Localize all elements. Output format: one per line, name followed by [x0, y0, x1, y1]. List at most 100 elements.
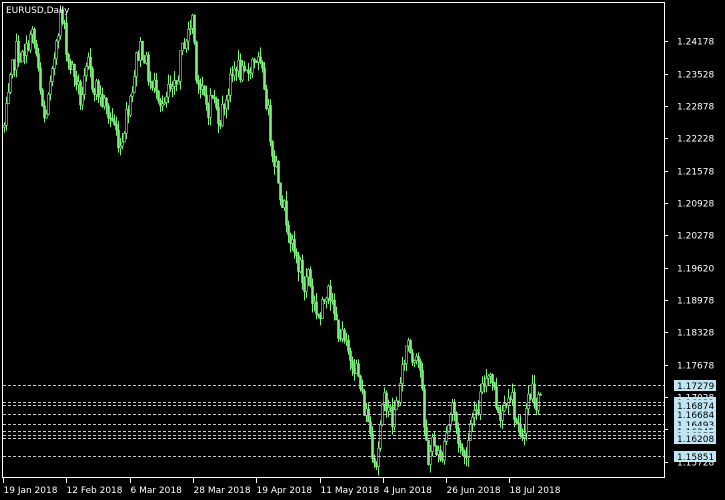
y-tick-label: 1.17678	[677, 362, 714, 372]
candle-body	[19, 61, 22, 63]
price-level-box	[674, 433, 716, 444]
candle-body	[245, 69, 248, 72]
candle-body	[135, 52, 138, 77]
candle-body	[335, 313, 338, 321]
candle-body	[55, 40, 58, 59]
y-tick-label: 1.24178	[677, 38, 714, 48]
candle-body	[119, 145, 122, 149]
candle-body	[493, 382, 496, 388]
candle-body	[145, 54, 148, 64]
price-level-box	[674, 409, 716, 420]
candle-body	[17, 41, 20, 63]
candle-body	[45, 113, 48, 119]
candle-body	[449, 413, 452, 426]
candle-body	[287, 224, 290, 235]
candle-body	[373, 458, 376, 464]
candle-body	[503, 403, 506, 412]
candle-body	[403, 363, 406, 366]
candle-body	[519, 423, 522, 437]
candle-body	[295, 251, 298, 256]
candle-body	[473, 410, 476, 418]
candle-body	[117, 129, 120, 149]
candle-body	[5, 103, 8, 126]
candle-body	[443, 441, 446, 461]
time-axis[interactable]: 19 Jan 2018 12 Feb 2018 6 Mar 2018 28 Mar 2…	[3, 478, 561, 496]
candle-body	[221, 104, 224, 127]
candle-body	[233, 68, 236, 77]
candle-body	[241, 65, 244, 81]
candle-body	[387, 407, 390, 412]
candle-body	[149, 80, 152, 83]
candle-body	[515, 419, 518, 423]
price-level-box	[674, 451, 716, 462]
y-tick-label: 1.22878	[677, 103, 714, 113]
candle-body	[279, 182, 282, 201]
candle-body	[411, 352, 414, 363]
candle-body	[103, 97, 106, 107]
candle-body	[377, 448, 380, 468]
candle-body	[61, 9, 64, 24]
candle-body	[417, 356, 420, 362]
candle-body	[137, 52, 140, 61]
candle-body	[237, 59, 240, 72]
candle-body	[539, 394, 542, 396]
candle-body	[487, 375, 490, 379]
candle-body	[167, 83, 170, 98]
x-tick-label: 6 Mar 2018	[131, 486, 183, 496]
candle-body	[71, 64, 74, 70]
candle-body	[405, 345, 408, 365]
candle-body	[251, 58, 254, 74]
candle-body	[337, 319, 340, 339]
candle-body	[7, 91, 10, 104]
candle-body	[317, 313, 320, 317]
candle-body	[525, 408, 528, 434]
candle-body	[139, 40, 142, 61]
price-level-labels: 1.172791.169321.168741.166841.164931.163…	[674, 380, 716, 463]
candle-body	[175, 80, 178, 85]
candle-body	[265, 88, 268, 109]
candle-body	[209, 94, 212, 118]
candle-body	[205, 94, 208, 105]
candle-body	[289, 234, 292, 244]
candle-body	[401, 364, 404, 384]
candle-body	[533, 383, 536, 405]
x-tick-label: 19 Apr 2018	[257, 486, 313, 496]
candle-body	[247, 69, 250, 74]
candle-body	[83, 75, 86, 96]
candle-body	[433, 436, 436, 447]
candle-body	[197, 80, 200, 85]
candle-body	[153, 79, 156, 89]
candle-body	[249, 72, 252, 75]
candle-body	[77, 81, 80, 86]
y-tick-label: 1.20928	[677, 200, 714, 210]
candle-body	[315, 301, 318, 315]
candle-body	[371, 433, 374, 459]
candle-body	[193, 14, 196, 43]
candle-body	[165, 96, 168, 103]
candle-body	[393, 409, 396, 428]
y-tick-label: 1.20278	[677, 232, 714, 242]
candle-body	[305, 276, 308, 292]
candle-body	[461, 447, 464, 452]
candle-body	[363, 391, 366, 416]
candle-body	[125, 109, 128, 134]
price-level-label: 1.16874	[677, 402, 714, 412]
candle-body	[101, 94, 104, 107]
candle-body	[75, 76, 78, 86]
price-level-box	[674, 400, 716, 411]
candle-body	[177, 81, 180, 85]
candle-body	[325, 297, 328, 302]
candle-body	[271, 141, 274, 157]
candle-body	[41, 90, 44, 107]
price-level-label: 1.16684	[677, 411, 714, 421]
candle-body	[53, 58, 56, 69]
candle-body	[79, 81, 82, 106]
candle-body	[481, 383, 484, 393]
candle-body	[215, 98, 218, 108]
candle-body	[183, 42, 186, 49]
candle-body	[63, 22, 66, 25]
y-tick-label: 1.15728	[677, 459, 714, 469]
candle-body	[253, 58, 256, 62]
candle-body	[155, 79, 158, 92]
candle-body	[65, 22, 68, 55]
